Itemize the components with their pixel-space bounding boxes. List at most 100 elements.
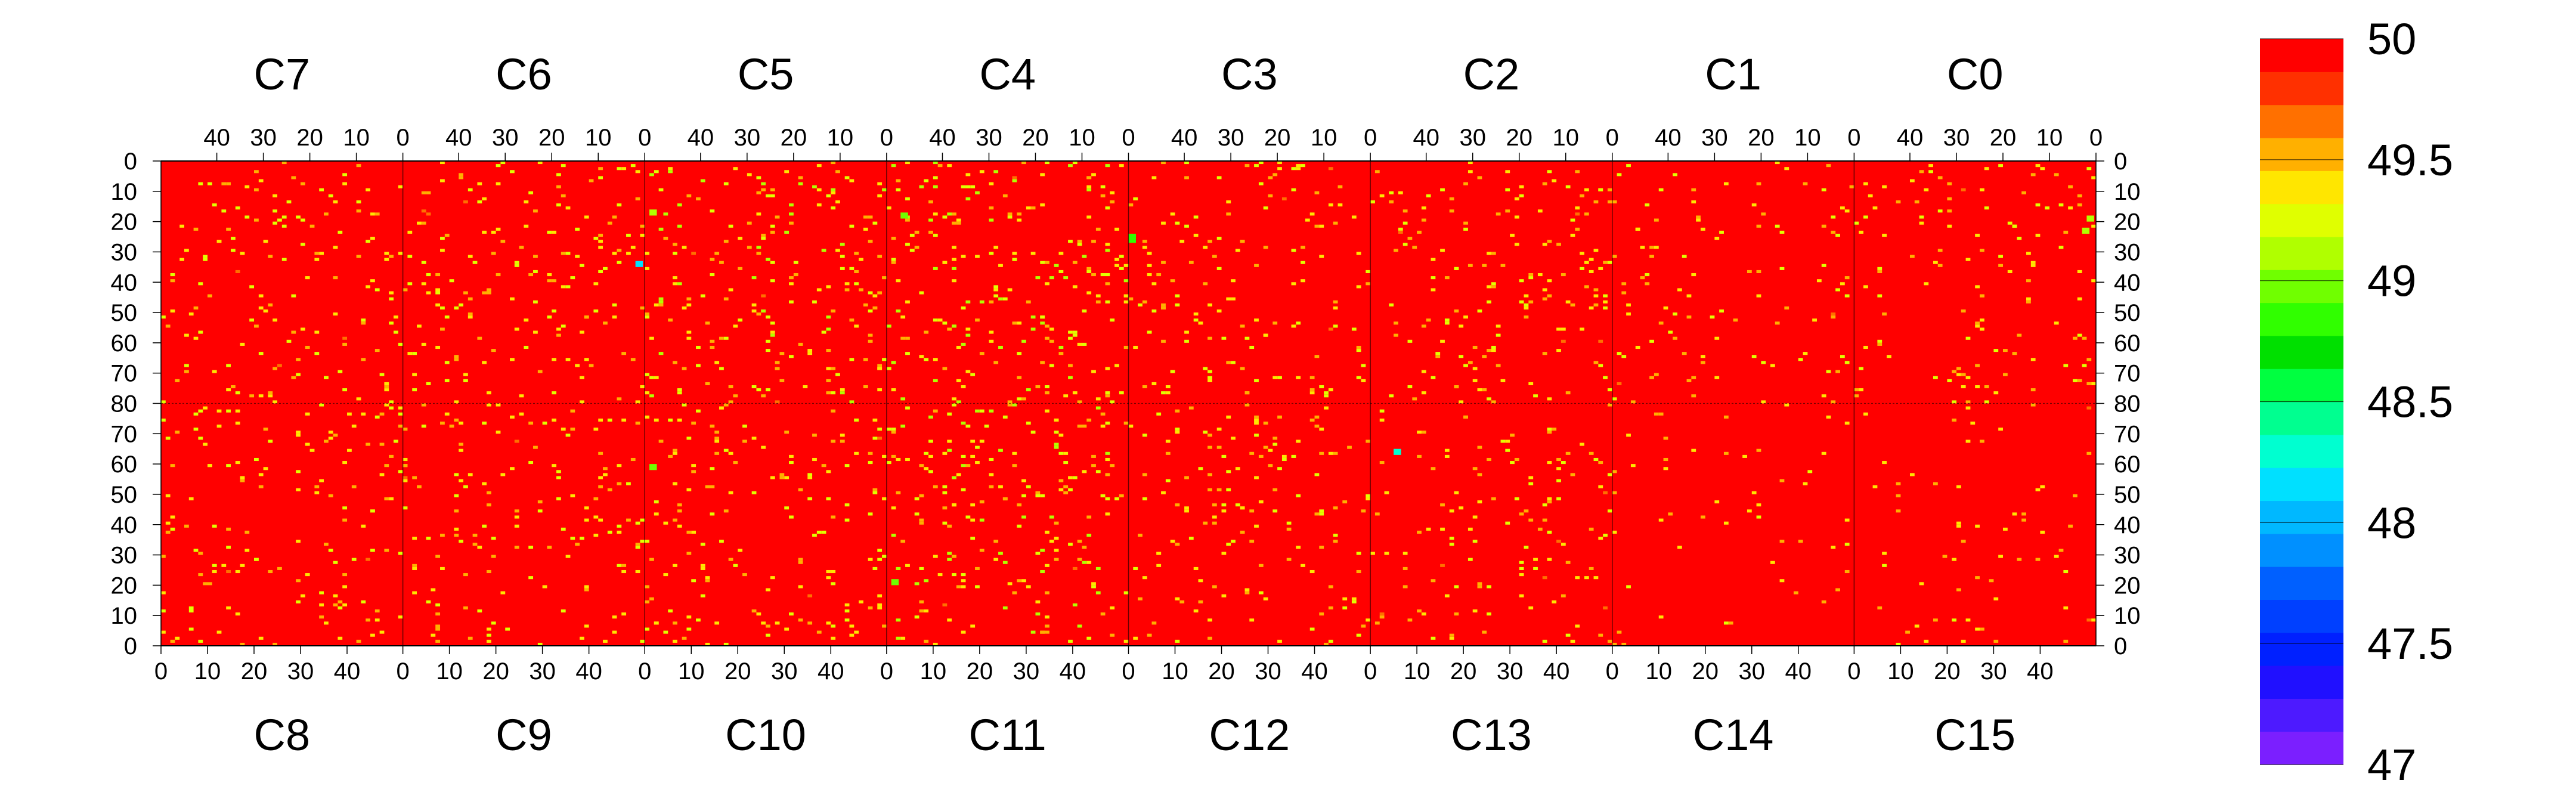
pixel-cell xyxy=(612,252,617,255)
pixel-cell xyxy=(347,412,352,416)
pixel-cell xyxy=(1161,339,1166,343)
pixel-cell xyxy=(482,482,487,485)
colorbar-swatch xyxy=(2260,335,2343,369)
pixel-cell xyxy=(1240,367,1245,370)
pixel-cell xyxy=(1756,270,1761,273)
pixel-cell xyxy=(1049,540,1054,543)
pixel-cell xyxy=(1514,197,1519,201)
pixel-cell xyxy=(603,639,608,643)
pixel-cell xyxy=(710,425,715,428)
pixel-cell xyxy=(296,600,301,603)
pixel-cell xyxy=(1807,470,1813,473)
pixel-cell xyxy=(575,255,580,258)
column-tick-label: 40 xyxy=(1171,125,1198,151)
pixel-cell xyxy=(738,318,743,322)
pixel-cell xyxy=(1714,237,1720,240)
column-tick-label: 30 xyxy=(1701,125,1728,151)
pixel-cell xyxy=(710,467,715,470)
pixel-cell xyxy=(193,412,199,416)
pixel-cell xyxy=(1598,267,1603,270)
pixel-cell xyxy=(705,382,710,386)
column-tick-label: 20 xyxy=(781,125,807,151)
pixel-cell xyxy=(1356,285,1361,289)
pixel-cell xyxy=(1249,540,1255,543)
pixel-cell xyxy=(1528,482,1534,485)
pixel-cell xyxy=(1975,524,1980,528)
pixel-cell xyxy=(937,164,943,168)
pixel-cell xyxy=(677,418,682,422)
colorbar-swatch xyxy=(2260,104,2343,138)
pixel-cell xyxy=(1119,391,1124,395)
pixel-cell xyxy=(1477,500,1482,504)
pixel-cell xyxy=(2026,297,2031,301)
pixel-cell xyxy=(528,576,534,580)
pixel-cell xyxy=(714,431,720,434)
pixel-cell xyxy=(1012,403,1017,407)
pixel-cell xyxy=(956,585,961,589)
pixel-cell xyxy=(835,249,840,252)
pixel-cell xyxy=(407,352,413,355)
pixel-cell xyxy=(1723,451,1729,455)
pixel-cell xyxy=(1007,400,1013,404)
pixel-cell xyxy=(1882,564,1887,567)
pixel-cell xyxy=(370,549,375,552)
pixel-cell xyxy=(1654,218,1659,222)
pixel-cell xyxy=(621,352,627,355)
pixel-cell xyxy=(1030,327,1036,331)
pixel-cell xyxy=(1193,318,1199,322)
pixel-cell xyxy=(1142,240,1147,243)
pixel-cell xyxy=(970,454,976,458)
pixel-cell xyxy=(658,352,664,355)
pixel-cell xyxy=(235,270,240,273)
pixel-cell xyxy=(1477,388,1482,392)
pixel-cell xyxy=(366,442,371,446)
pixel-cell xyxy=(1002,606,1008,610)
pixel-cell xyxy=(1882,552,1887,555)
pixel-cell xyxy=(1854,221,1859,225)
pixel-cell xyxy=(402,464,408,468)
pixel-cell xyxy=(761,237,766,240)
pixel-cell xyxy=(370,212,375,216)
pixel-cell xyxy=(212,370,217,373)
pixel-cell xyxy=(240,479,245,482)
pixel-cell xyxy=(402,476,408,479)
pixel-cell xyxy=(952,555,956,558)
pixel-cell xyxy=(1998,164,2003,168)
pixel-cell xyxy=(1002,297,1008,301)
pixel-cell xyxy=(756,612,761,616)
pixel-cell xyxy=(1779,579,1785,583)
pixel-cell xyxy=(1356,376,1361,379)
pixel-cell xyxy=(1510,233,1515,237)
pixel-cell xyxy=(942,367,948,370)
pixel-cell xyxy=(1556,327,1561,331)
pixel-cell xyxy=(779,476,785,479)
pixel-cell xyxy=(296,358,301,361)
pixel-cell xyxy=(240,252,245,255)
pixel-cell xyxy=(993,558,999,561)
pixel-cell xyxy=(1979,294,1984,298)
pixel-cell xyxy=(663,212,668,216)
pixel-cell xyxy=(1309,376,1315,379)
column-tick-label: 20 xyxy=(241,658,268,685)
pixel-cell xyxy=(394,439,398,443)
pixel-cell xyxy=(384,252,389,255)
pixel-cell xyxy=(170,527,175,531)
pixel-cell xyxy=(826,470,831,473)
pixel-cell xyxy=(1226,361,1231,364)
pixel-cell xyxy=(491,621,496,625)
pixel-cell xyxy=(1291,167,1296,171)
pixel-cell xyxy=(970,624,976,628)
pixel-cell xyxy=(1091,240,1096,243)
pixel-cell xyxy=(1440,527,1445,531)
pixel-cell xyxy=(696,364,701,367)
pixel-cell xyxy=(394,330,398,334)
pixel-cell xyxy=(519,394,524,398)
pixel-cell xyxy=(212,564,217,567)
pixel-cell xyxy=(677,203,682,207)
pixel-cell xyxy=(459,173,464,177)
pixel-cell xyxy=(1333,540,1338,543)
pixel-cell xyxy=(900,336,906,340)
column-tick-label: 0 xyxy=(638,125,651,151)
pixel-cell xyxy=(268,439,273,443)
pixel-cell xyxy=(528,191,534,194)
